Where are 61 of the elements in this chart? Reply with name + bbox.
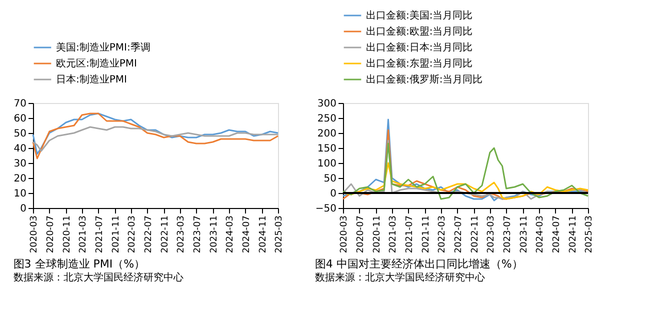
- y-tick-label: 10: [14, 188, 26, 200]
- y-tick-label: 200: [317, 128, 336, 140]
- x-tick-label: 2023-07: [192, 216, 203, 254]
- y-tick-label: 50: [324, 174, 336, 184]
- x-tick-label: 2023-07: [502, 216, 513, 254]
- y-tick-label: 100: [317, 158, 336, 170]
- legend-label: 美国:制造业PMI:季调: [56, 42, 150, 54]
- x-tick-label: 2021-03: [388, 216, 398, 254]
- x-tick-label: 2024-03: [226, 216, 236, 254]
- legend-label: 出口金额:欧盟:当月同比: [366, 26, 473, 38]
- y-tick-label: 30: [14, 158, 26, 170]
- legend-label: 出口金额:东盟:当月同比: [366, 58, 473, 70]
- legend-label: 欧元区:制造业PMI: [56, 58, 137, 70]
- x-tick-label: 2020-07: [356, 216, 366, 254]
- x-tick-label: 2021-03: [78, 216, 88, 254]
- x-tick-label: 2020-11: [62, 216, 72, 254]
- x-tick-label: 2022-03: [127, 216, 138, 254]
- x-tick-label: 2023-11: [209, 216, 220, 254]
- x-tick-label: 2021-07: [404, 216, 415, 254]
- x-tick-label: 2024-07: [242, 216, 252, 254]
- text: 图3 全球制造业 PMI（%）: [13, 258, 146, 271]
- y-tick-label: 50: [14, 128, 26, 140]
- y-tick-label: 70: [14, 98, 26, 110]
- y-tick-label: 250: [317, 114, 336, 124]
- legend-label: 出口金额:俄罗斯:当月同比: [366, 74, 483, 86]
- line-series: [32, 126, 279, 152]
- x-tick-label: 2020-03: [340, 216, 350, 254]
- legend-label: 出口金额:日本:当月同比: [366, 42, 473, 54]
- x-tick-label: 2025-03: [584, 216, 594, 254]
- x-tick-label: 2024-03: [536, 216, 546, 254]
- source-note: 数据来源：北京大学国民经济研究中心: [314, 272, 485, 284]
- legend-label: 出口金额:美国:当月同比: [366, 10, 473, 22]
- x-tick-label: 2022-11: [470, 216, 480, 254]
- y-tick-label: 60: [14, 114, 26, 124]
- x-tick-label: 2023-03: [176, 216, 186, 254]
- x-tick-label: 2021-11: [421, 216, 432, 254]
- y-tick-label: 40: [14, 144, 26, 154]
- x-tick-label: 2024-07: [552, 216, 562, 254]
- x-tick-label: 2024-11: [568, 216, 578, 254]
- x-tick-label: 2020-07: [46, 216, 56, 254]
- x-tick-label: 2020-11: [372, 216, 382, 254]
- y-tick-label: 20: [14, 174, 26, 184]
- x-tick-label: 2023-03: [486, 216, 496, 254]
- x-tick-label: 2022-11: [160, 216, 170, 254]
- x-tick-label: 2025-03: [274, 216, 284, 254]
- y-tick-label: −50: [315, 204, 336, 214]
- x-tick-label: 2021-11: [111, 216, 122, 254]
- text: 图4 中国对主要经济体出口同比增速（%）: [314, 258, 523, 271]
- x-tick-label: 2022-03: [437, 216, 448, 254]
- y-tick-label: 150: [317, 144, 336, 154]
- x-tick-label: 2021-07: [94, 216, 105, 254]
- y-tick-label: 0: [20, 204, 26, 214]
- y-tick-label: 0: [330, 188, 336, 200]
- y-tick-label: 300: [317, 98, 336, 110]
- legend-label: 日本:制造业PMI: [56, 74, 127, 86]
- x-tick-label: 2023-11: [519, 216, 530, 254]
- x-tick-label: 2022-07: [454, 216, 464, 254]
- x-tick-label: 2024-11: [258, 216, 268, 254]
- source-note: 数据来源：北京大学国民经济研究中心: [13, 272, 184, 284]
- x-tick-label: 2022-07: [144, 216, 154, 254]
- x-tick-label: 2020-03: [30, 216, 40, 254]
